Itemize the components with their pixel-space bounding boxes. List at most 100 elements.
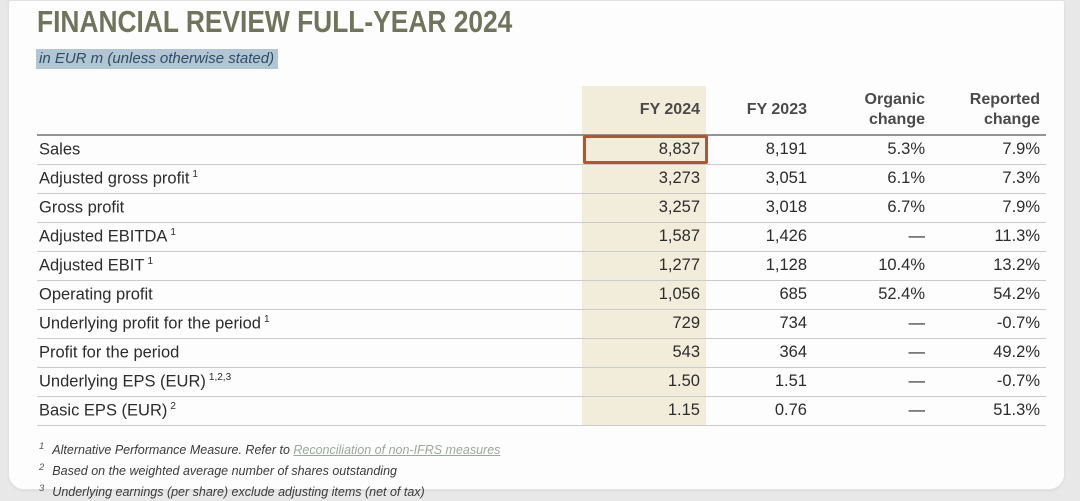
row-label-cell: Adjusted gross profit 1 [37,164,582,194]
cell-fy2024: 3,273 [582,164,706,194]
row-label: Profit for the period [39,343,180,362]
cell-organic-change: 5.3% [813,135,931,165]
cell-fy2023: 685 [706,280,813,310]
row-label-cell: Operating profit [37,280,582,310]
cell-organic-change: 10.4% [813,251,931,281]
footnotes: 1 Alternative Performance Measure. Refer … [39,438,500,501]
col-header-fy2023: FY 2023 [706,86,813,136]
row-label-cell: Underlying EPS (EUR) 1,2,3 [37,367,582,397]
cell-fy2024: 1,277 [582,251,706,281]
row-label: Adjusted EBIT [39,256,145,275]
table-row: Adjusted gross profit 1 3,273 3,051 6.1% … [37,164,1046,194]
cell-fy2023: 364 [706,338,813,368]
footnote-3-ref: 3 [39,483,45,495]
footnote-3: 3 Underlying earnings (per share) exclude… [39,480,500,501]
col-header-organic-change: Organic change [813,86,931,136]
table-row: Profit for the period 543 364 — 49.2% [37,338,1046,368]
table-row: Operating profit 1,056 685 52.4% 54.2% [37,280,1046,310]
cell-organic-change: — [813,309,931,339]
reported-line1: Reported [969,91,1040,108]
organic-line1: Organic [864,91,925,108]
table-row: Adjusted EBIT 1 1,277 1,128 10.4% 13.2% [37,251,1046,281]
content-card: FINANCIAL REVIEW FULL-YEAR 2024 in EUR m… [8,0,1065,499]
footnote-ref: 1 [170,226,176,238]
units-note: in EUR m (unless otherwise stated) [36,49,279,69]
page-title: FINANCIAL REVIEW FULL-YEAR 2024 [37,4,513,39]
row-label: Underlying profit for the period [39,314,261,333]
row-label-cell: Profit for the period [37,338,582,368]
row-label: Operating profit [39,285,153,304]
col-header-reported-change: Reported change [931,86,1046,136]
cell-fy2024: 729 [582,309,706,339]
table-row: Adjusted EBITDA 1 1,587 1,426 — 11.3% [37,222,1046,252]
cell-reported-change: 49.2% [931,338,1046,368]
non-ifrs-reconciliation-link[interactable]: Reconciliation of non-IFRS measures [293,443,501,458]
footnote-ref: 2 [170,400,176,412]
footnote-ref: 1 [147,255,154,267]
cell-organic-change: 52.4% [813,280,931,310]
col-header-fy2024: FY 2024 [582,86,706,136]
cell-reported-change: 7.9% [931,135,1046,165]
cell-fy2023: 3,051 [706,164,813,194]
footnote-ref: 1 [192,168,198,180]
row-label: Gross profit [39,198,125,217]
cell-fy2024: 3,257 [582,193,706,223]
header-row: FY 2024 FY 2023 Organic change Reported … [37,86,1046,136]
table-row: Gross profit 3,257 3,018 6.7% 7.9% [37,193,1046,223]
cell-fy2024: 543 [582,338,706,368]
row-label: Basic EPS (EUR) [39,401,168,420]
row-label: Adjusted EBITDA [39,227,168,246]
table-row: Basic EPS (EUR) 2 1.15 0.76 — 51.3% [37,396,1046,426]
cell-fy2023: 734 [706,309,813,339]
cell-fy2024: 1.15 [582,396,706,426]
cell-reported-change: 54.2% [931,280,1046,310]
table-row: Sales 8,837 8,191 5.3% 7.9% [37,134,1046,165]
row-label: Adjusted gross profit [39,169,190,188]
footnote-2-text: Based on the weighted average number of … [52,464,397,479]
cell-fy2024: 1.50 [582,367,706,397]
table-body: Sales 8,837 8,191 5.3% 7.9% Adjusted gro… [37,134,1046,426]
footnote-ref: 1 [263,313,270,325]
cell-organic-change: 6.7% [813,193,931,223]
footnote-3-text: Underlying earnings (per share) exclude … [52,485,425,500]
cell-organic-change: — [813,338,931,368]
footnote-2-ref: 2 [39,462,45,474]
cell-reported-change: -0.7% [931,309,1046,339]
cell-fy2024: 1,587 [582,222,706,252]
row-label-cell: Gross profit [37,193,582,223]
cell-fy2023: 1,426 [706,222,813,252]
cell-fy2024: 1,056 [582,280,706,310]
footnote-1: 1 Alternative Performance Measure. Refer … [39,438,500,459]
footnote-1-text: Alternative Performance Measure. Refer t… [52,443,294,458]
table-row: Underlying profit for the period 1 729 73… [37,309,1046,339]
cell-fy2023: 1,128 [706,251,813,281]
financial-table: FY 2024 FY 2023 Organic change Reported … [37,86,1046,426]
footnote-1-ref: 1 [39,441,45,452]
cell-organic-change: — [813,396,931,426]
row-label-cell: Sales [37,135,582,165]
cell-reported-change: 51.3% [931,396,1046,426]
row-label-cell: Underlying profit for the period 1 [37,309,582,339]
footnote-ref: 1,2,3 [208,371,232,383]
cell-reported-change: 7.3% [931,164,1046,194]
row-label-cell: Basic EPS (EUR) 2 [37,396,582,426]
row-label: Underlying EPS (EUR) [39,372,206,391]
row-label-cell: Adjusted EBITDA 1 [37,222,582,252]
row-label: Sales [39,140,81,159]
row-label-cell: Adjusted EBIT 1 [37,251,582,281]
col-header-metric [37,86,582,136]
cell-reported-change: -0.7% [931,367,1046,397]
cell-fy2023: 1.51 [706,367,813,397]
organic-line2: change [868,111,925,128]
cell-fy2024: 8,837 [582,134,708,165]
cell-fy2023: 3,018 [706,193,813,223]
cell-fy2023: 8,191 [706,135,813,165]
table-row: Underlying EPS (EUR) 1,2,3 1.50 1.51 — -0… [37,367,1046,397]
cell-organic-change: 6.1% [813,164,931,194]
cell-organic-change: — [813,222,931,252]
cell-fy2023: 0.76 [706,396,813,426]
footnote-2: 2 Based on the weighted average number of… [39,459,500,480]
cell-reported-change: 11.3% [931,222,1046,252]
reported-line2: change [983,111,1040,128]
cell-organic-change: — [813,367,931,397]
